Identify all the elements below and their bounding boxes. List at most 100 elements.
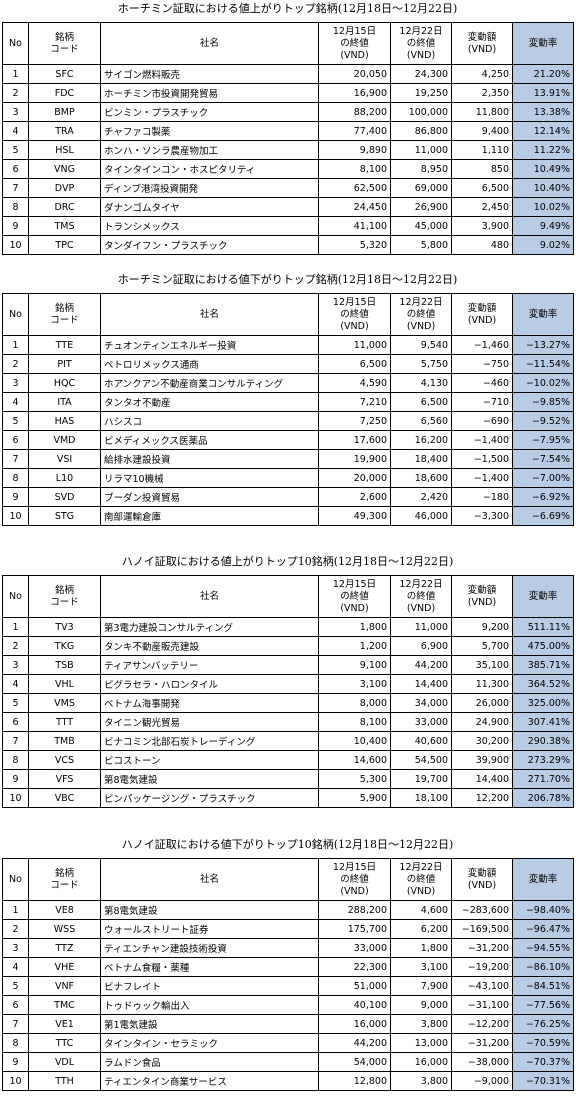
table-cell: 24,900 — [451, 712, 513, 732]
table-cell: タインタイン・セラミック — [100, 1033, 319, 1053]
table-cell: 13.38% — [512, 102, 574, 122]
table-cell: 33,000 — [318, 938, 391, 958]
header-cell: 変動額 (VND) — [451, 22, 513, 65]
header-cell: 変動額 (VND) — [451, 293, 513, 336]
table-cell: 5 — [2, 411, 29, 431]
table-cell: ペトロリメックス通商 — [100, 354, 319, 374]
table-cell: 18,600 — [390, 468, 452, 488]
table-cell: 8,100 — [318, 159, 391, 179]
table-cell: 1,800 — [318, 617, 391, 637]
table-cell: ビナコミン北部石炭トレーディング — [100, 731, 319, 751]
table-cell: 273.29% — [512, 750, 574, 770]
table-cell: トランシメックス — [100, 216, 319, 236]
table-cell: 6,200 — [390, 919, 452, 939]
table-cell: 3,800 — [390, 1071, 452, 1091]
header-cell: No — [2, 858, 29, 901]
table-cell: 2,420 — [390, 487, 452, 507]
table-section: ホーチミン証取における値上がりトップ銘柄(12月18日～12月22日) No 銘柄 … — [2, 0, 574, 255]
table-cell: ビグラセラ・ハロンタイル — [100, 674, 319, 694]
table-cell: VMS — [28, 693, 101, 713]
table-cell: 16,000 — [390, 1052, 452, 1072]
header-cell: 銘柄 コード — [28, 858, 101, 901]
table-cell: ビンパッケージング・プラスチック — [100, 788, 319, 808]
table-row: 9 TMS トランシメックス 41,100 45,000 3,900 9.49% — [2, 216, 574, 236]
table-cell: 364.52% — [512, 674, 574, 694]
table-cell: DRC — [28, 197, 101, 217]
table-cell: 4 — [2, 392, 29, 412]
table-cell: SFC — [28, 64, 101, 84]
table-row: 3 HQC ホアンクアン不動産商業コンサルティング 4,590 4,130 −460 −10… — [2, 373, 574, 393]
table-cell: 9 — [2, 487, 29, 507]
table-cell: −70.31% — [512, 1071, 574, 1091]
data-table: No 銘柄 コード 社名 12月15日 の終値 (VND) 12月22日 の終値 (VN… — [2, 858, 574, 1091]
table-cell: −43,100 — [451, 976, 513, 996]
table-cell: サイゴン燃料販売 — [100, 64, 319, 84]
table-row: 8 TTC タインタイン・セラミック 44,200 13,000 −31,200 −70.5… — [2, 1033, 574, 1053]
table-cell: 12.14% — [512, 121, 574, 141]
table-cell: 69,000 — [390, 178, 452, 198]
table-cell: WSS — [28, 919, 101, 939]
table-cell: 288,200 — [318, 900, 391, 920]
table-cell: ホーチミン市投資開発貿易 — [100, 83, 319, 103]
table-cell: FDC — [28, 83, 101, 103]
table-row: 2 FDC ホーチミン市投資開発貿易 16,900 19,250 2,350 13.91% — [2, 83, 574, 103]
table-cell: −13.27% — [512, 335, 574, 355]
header-cell: 社名 — [100, 575, 319, 618]
table-cell: ビメディメックス医薬品 — [100, 430, 319, 450]
table-cell: タンタオ不動産 — [100, 392, 319, 412]
table-cell: 16,900 — [318, 83, 391, 103]
table-cell: 307.41% — [512, 712, 574, 732]
header-cell: 銘柄 コード — [28, 293, 101, 336]
table-cell: 7 — [2, 1014, 29, 1034]
table-cell: 6 — [2, 712, 29, 732]
table-cell: 6,560 — [390, 411, 452, 431]
table-cell: −31,200 — [451, 1033, 513, 1053]
table-cell: チャファコ製薬 — [100, 121, 319, 141]
table-row: 4 VHL ビグラセラ・ハロンタイル 3,100 14,400 11,300 364.52% — [2, 674, 574, 694]
table-title: ホーチミン証取における値下がりトップ銘柄(12月18日～12月22日) — [117, 273, 458, 286]
table-cell: 86,800 — [390, 121, 452, 141]
table-cell: 11,000 — [318, 335, 391, 355]
header-row: No 銘柄 コード 社名 12月15日 の終値 (VND) 12月22日 の終値 (VN… — [2, 858, 574, 901]
table-cell: HQC — [28, 373, 101, 393]
table-cell: VHL — [28, 674, 101, 694]
table-cell: 24,300 — [390, 64, 452, 84]
table-cell: 4,130 — [390, 373, 452, 393]
table-cell: 南部運輸倉庫 — [100, 506, 319, 526]
table-cell: 3,800 — [390, 1014, 452, 1034]
table-cell: 12,800 — [318, 1071, 391, 1091]
table-cell: 10.02% — [512, 197, 574, 217]
table-cell: 9.49% — [512, 216, 574, 236]
table-cell: 385.71% — [512, 655, 574, 675]
table-cell: 9 — [2, 769, 29, 789]
table-row: 5 HSL ホンハ・ソンラ農産物加工 9,890 11,000 1,110 11.22% — [2, 140, 574, 160]
table-title: ハノイ証取における値下がりトップ10銘柄(12月18日～12月22日) — [121, 838, 454, 851]
table-cell: 18,400 — [390, 449, 452, 469]
table-row: 10 TTH ティエンタイン商業サービス 12,800 3,800 −9,000 −70.3… — [2, 1071, 574, 1091]
table-cell: −169,500 — [451, 919, 513, 939]
table-cell: 4 — [2, 957, 29, 977]
table-cell: ブーダン投資貿易 — [100, 487, 319, 507]
table-cell: 77,400 — [318, 121, 391, 141]
table-cell: 7 — [2, 449, 29, 469]
table-cell: DVP — [28, 178, 101, 198]
table-cell: 2,350 — [451, 83, 513, 103]
table-cell: TTC — [28, 1033, 101, 1053]
table-row: 10 TPC タンダイフン・プラスチック 5,320 5,800 480 9.02% — [2, 235, 574, 255]
table-cell: 5,700 — [451, 636, 513, 656]
header-cell: 12月15日 の終値 (VND) — [318, 293, 391, 336]
table-cell: 49,300 — [318, 506, 391, 526]
table-cell: 14,600 — [318, 750, 391, 770]
header-cell: 12月22日 の終値 (VND) — [390, 858, 452, 901]
header-cell: 変動額 (VND) — [451, 575, 513, 618]
table-cell: −690 — [451, 411, 513, 431]
table-cell: BMP — [28, 102, 101, 122]
table-cell: −38,000 — [451, 1052, 513, 1072]
table-cell: 4,600 — [390, 900, 452, 920]
table-cell: TTE — [28, 335, 101, 355]
header-cell: 変動率 — [512, 858, 574, 901]
table-row: 6 TTT タイニン観光貿易 8,100 33,000 24,900 307.41% — [2, 712, 574, 732]
header-cell: No — [2, 575, 29, 618]
table-cell: 6 — [2, 430, 29, 450]
table-cell: 9,200 — [451, 617, 513, 637]
